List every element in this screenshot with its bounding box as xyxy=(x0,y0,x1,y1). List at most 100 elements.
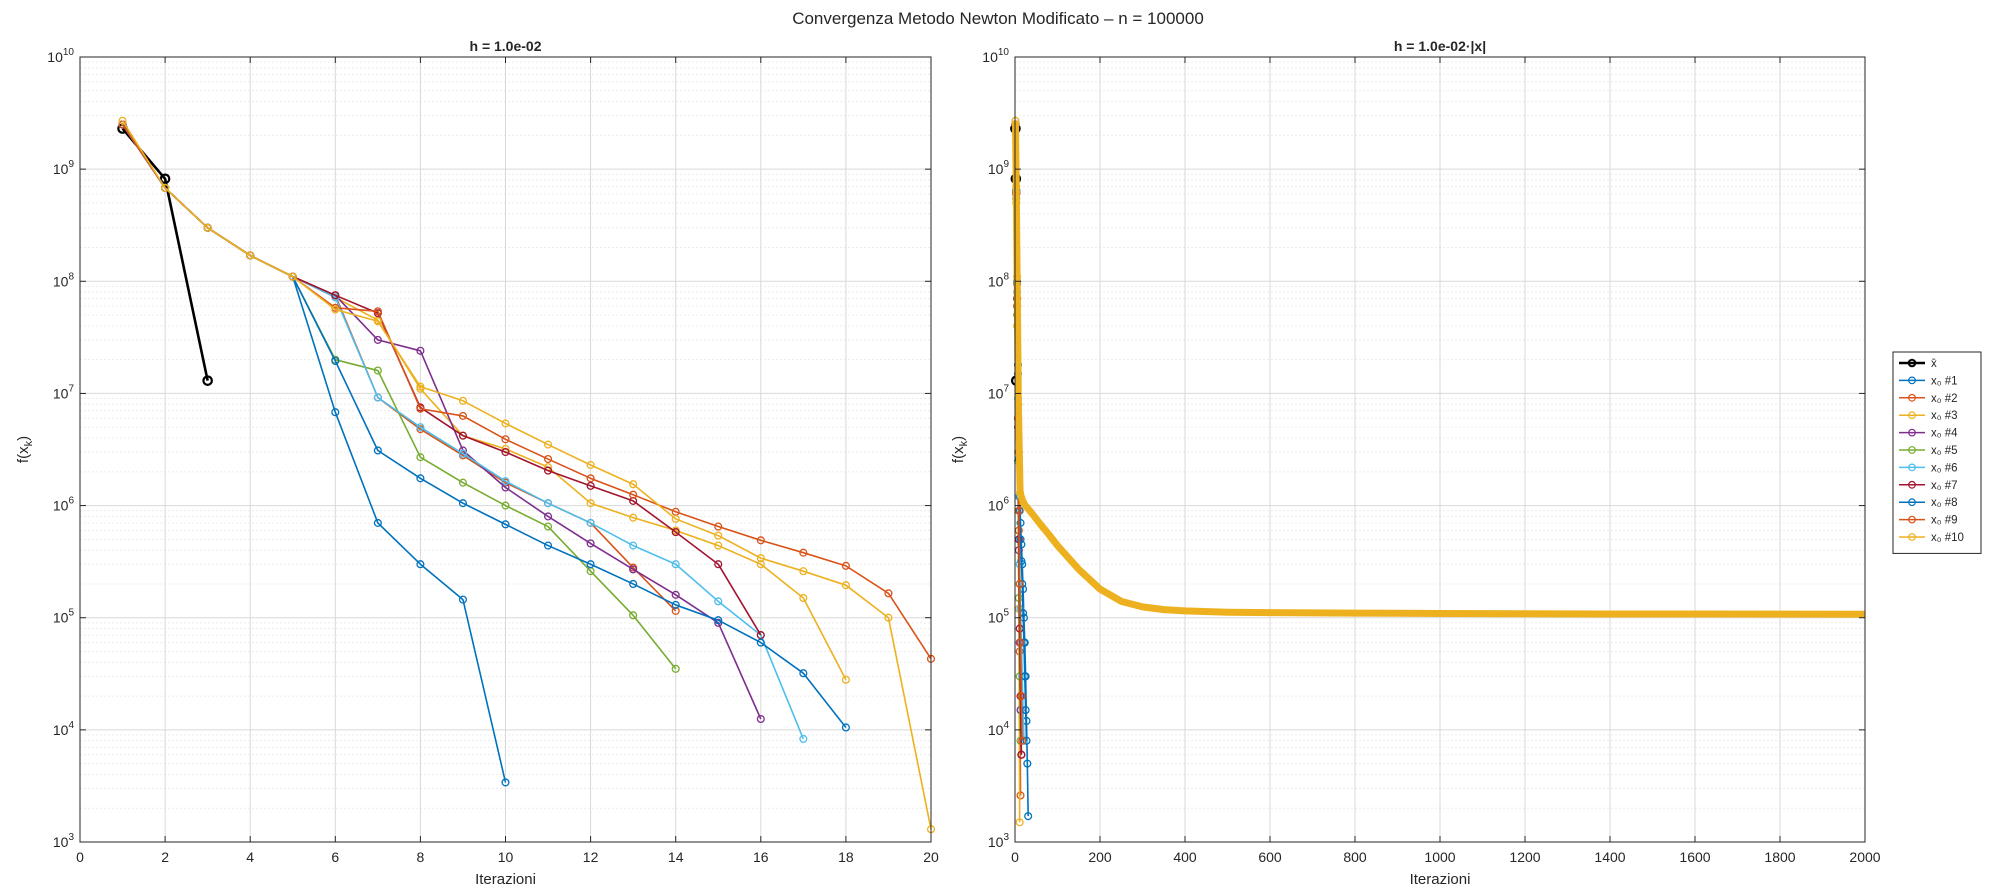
data-point xyxy=(373,393,382,402)
x-tick-label: 18 xyxy=(838,849,854,865)
data-point xyxy=(161,183,170,192)
data-point xyxy=(501,501,510,510)
data-point xyxy=(841,723,850,732)
x-tick-label: 2000 xyxy=(1849,849,1880,865)
x-tick-label: 6 xyxy=(331,849,339,865)
series-line xyxy=(1011,120,1866,618)
x-axis-label: Iterazioni xyxy=(475,871,536,888)
data-point xyxy=(841,561,850,570)
data-point xyxy=(799,567,808,576)
data-point xyxy=(714,597,723,606)
data-point xyxy=(671,528,680,537)
data-point xyxy=(671,664,680,673)
x-tick-label: 0 xyxy=(76,849,84,865)
axes-title: h = 1.0e-02·|x| xyxy=(1394,38,1486,54)
x-tick-label: 800 xyxy=(1343,849,1367,865)
data-point xyxy=(416,404,425,413)
legend-swatch-marker xyxy=(1907,358,1917,368)
data-point xyxy=(714,616,723,625)
series-line xyxy=(121,124,847,728)
data-point xyxy=(1017,692,1026,701)
data-point xyxy=(714,531,723,540)
data-point xyxy=(671,560,680,569)
series-line xyxy=(121,124,507,783)
data-point xyxy=(884,613,893,622)
data-point xyxy=(1024,812,1033,821)
data-point xyxy=(799,548,808,557)
data-point xyxy=(373,307,382,316)
data-point xyxy=(629,579,638,589)
legend-swatch-marker xyxy=(1908,498,1916,507)
y-tick-label: 106 xyxy=(53,496,75,514)
data-point xyxy=(416,423,425,432)
data-point xyxy=(202,375,213,386)
y-tick-label: 106 xyxy=(988,496,1010,514)
legend-swatch-marker xyxy=(1908,411,1916,420)
y-tick-label: 109 xyxy=(53,159,75,177)
data-point xyxy=(1019,499,1028,508)
data-point xyxy=(246,251,255,260)
data-point xyxy=(841,675,850,684)
legend-label: x₀ #10 xyxy=(1931,532,1964,544)
data-point xyxy=(756,714,765,724)
legend-item: x₀ #3 xyxy=(1899,410,1958,422)
data-point xyxy=(458,478,468,487)
y-tick-label: 1010 xyxy=(47,47,74,65)
data-point xyxy=(543,522,553,531)
legend-swatch-marker xyxy=(1908,428,1916,437)
data-point xyxy=(629,541,638,550)
data-point xyxy=(756,560,765,569)
legend-label: x₀ #6 xyxy=(1931,462,1958,474)
legend-label: x̄ xyxy=(1931,358,1937,370)
data-point xyxy=(373,446,382,455)
y-tick-label: 107 xyxy=(53,383,75,401)
legend-item: x₀ #6 xyxy=(1899,462,1958,474)
x-tick-label: 10 xyxy=(498,849,514,865)
x-tick-label: 8 xyxy=(417,849,425,865)
data-point xyxy=(331,356,340,365)
data-point xyxy=(1023,759,1032,768)
data-point xyxy=(416,453,425,462)
data-point xyxy=(543,541,553,550)
y-tick-label: 105 xyxy=(988,608,1010,626)
data-point xyxy=(586,481,595,490)
data-point xyxy=(331,305,340,314)
data-point xyxy=(458,449,468,458)
legend: x̄ x₀ #1 x₀ #2 x₀ #3 x₀ #4 x₀ #5 x₀ #6 x₀ #7 x₀ … xyxy=(1892,351,1982,554)
legend-swatch-marker xyxy=(1908,480,1916,489)
data-point xyxy=(543,454,553,464)
data-point xyxy=(118,116,127,125)
data-point xyxy=(841,581,850,590)
legend-item: x₀ #7 xyxy=(1899,480,1958,492)
y-tick-label: 103 xyxy=(53,832,75,850)
data-point xyxy=(373,366,382,375)
data-point xyxy=(331,408,340,417)
y-tick-label: 105 xyxy=(53,608,75,626)
legend-label: x₀ #8 xyxy=(1931,497,1958,509)
series-x0-5 xyxy=(118,120,680,673)
data-point xyxy=(331,291,340,300)
legend-item: x₀ #8 xyxy=(1899,497,1958,509)
data-point xyxy=(501,778,510,787)
data-point xyxy=(799,593,808,603)
data-point xyxy=(416,382,425,391)
data-point xyxy=(373,317,382,326)
data-point xyxy=(1015,818,1024,827)
legend-swatch-marker xyxy=(1908,463,1916,472)
data-point xyxy=(373,518,382,527)
figure-title: Convergenza Metodo Newton Modificato – n… xyxy=(792,9,1204,28)
y-tick-label: 107 xyxy=(988,383,1010,401)
data-point xyxy=(501,448,510,457)
data-point xyxy=(458,396,468,405)
data-point xyxy=(543,499,553,508)
data-point xyxy=(714,541,723,550)
series-x0-9 xyxy=(118,120,936,663)
data-point xyxy=(501,477,510,486)
y-tick-label: 103 xyxy=(988,832,1010,850)
legend-swatch-marker xyxy=(1908,446,1916,454)
data-point xyxy=(416,346,425,355)
plot-2: 0 200 400 600 800 1000 1200 1400 1600 1800 2000 103… xyxy=(950,38,1881,888)
legend-swatch-marker xyxy=(1908,533,1916,541)
